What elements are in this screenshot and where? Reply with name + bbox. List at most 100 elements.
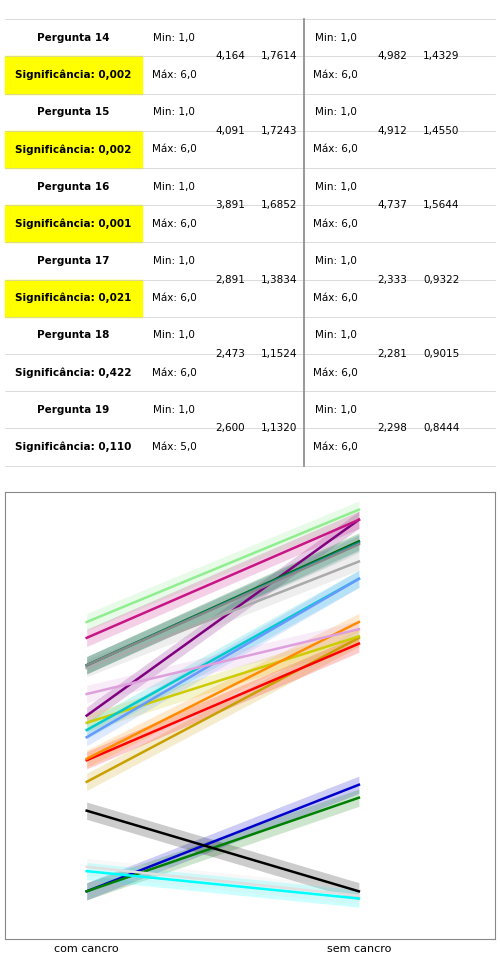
Line: P15: P15 <box>86 520 359 638</box>
Text: 2,298: 2,298 <box>377 423 407 433</box>
Text: 1,1320: 1,1320 <box>261 423 298 433</box>
P18 <box>84 865 89 877</box>
P1 <box>84 885 89 897</box>
Text: 1,4550: 1,4550 <box>423 125 460 136</box>
Text: Pergunta 15: Pergunta 15 <box>38 107 110 117</box>
Line: P17: P17 <box>86 810 359 891</box>
Text: Significância: 0,110: Significância: 0,110 <box>16 442 132 452</box>
Text: 2,281: 2,281 <box>377 349 407 359</box>
P12 <box>356 624 362 635</box>
Text: Min: 1,0: Min: 1,0 <box>153 33 195 43</box>
P8 <box>356 556 362 567</box>
P5 <box>356 630 362 642</box>
Text: 1,6852: 1,6852 <box>261 200 298 210</box>
Text: 1,3834: 1,3834 <box>261 275 298 285</box>
P15 <box>356 514 362 526</box>
Text: Pergunta 18: Pergunta 18 <box>38 331 110 340</box>
P18 <box>356 893 362 904</box>
Text: Min: 1,0: Min: 1,0 <box>315 405 356 415</box>
Text: Máx: 6,0: Máx: 6,0 <box>152 70 196 80</box>
Text: 1,4329: 1,4329 <box>423 52 460 61</box>
P17 <box>356 885 362 897</box>
Text: 0,9322: 0,9322 <box>423 275 460 285</box>
P4 <box>84 710 89 721</box>
Line: P9: P9 <box>86 579 359 738</box>
P4 <box>356 514 362 526</box>
Text: Máx: 6,0: Máx: 6,0 <box>152 368 196 377</box>
Text: 4,164: 4,164 <box>216 52 246 61</box>
Line: P19: P19 <box>86 867 359 896</box>
P1 <box>356 779 362 790</box>
P2 <box>84 885 89 897</box>
Text: Significância: 0,001: Significância: 0,001 <box>16 218 132 229</box>
Bar <box>5 131 142 168</box>
P19 <box>84 861 89 873</box>
P7 <box>356 573 362 584</box>
Text: Min: 1,0: Min: 1,0 <box>153 331 195 340</box>
P5 <box>84 718 89 729</box>
P17 <box>84 805 89 816</box>
Text: 1,1524: 1,1524 <box>261 349 298 359</box>
Text: Min: 1,0: Min: 1,0 <box>153 107 195 117</box>
Bar <box>5 280 142 317</box>
Text: 1,7614: 1,7614 <box>261 52 298 61</box>
Text: Significância: 0,021: Significância: 0,021 <box>16 293 132 304</box>
P9 <box>84 732 89 743</box>
Text: 1,7243: 1,7243 <box>261 125 298 136</box>
Text: Máx: 6,0: Máx: 6,0 <box>314 145 358 154</box>
Bar <box>5 57 142 94</box>
Text: 2,333: 2,333 <box>377 275 407 285</box>
Text: Min: 1,0: Min: 1,0 <box>315 182 356 192</box>
Line: P16: P16 <box>86 544 359 665</box>
P15 <box>84 632 89 644</box>
Text: Máx: 5,0: Máx: 5,0 <box>152 442 196 452</box>
Text: Máx: 6,0: Máx: 6,0 <box>314 368 358 377</box>
Text: 3,891: 3,891 <box>216 200 246 210</box>
Text: Significância: 0,002: Significância: 0,002 <box>16 144 132 154</box>
P13 <box>84 659 89 671</box>
Text: Significância: 0,002: Significância: 0,002 <box>16 70 132 80</box>
Line: P7: P7 <box>86 579 359 730</box>
P12 <box>84 688 89 699</box>
Text: Min: 1,0: Min: 1,0 <box>315 107 356 117</box>
Line: P5: P5 <box>86 636 359 723</box>
P10 <box>84 659 89 671</box>
P19 <box>356 890 362 901</box>
Text: 0,8444: 0,8444 <box>423 423 460 433</box>
Text: Máx: 6,0: Máx: 6,0 <box>314 70 358 80</box>
Line: P3: P3 <box>86 638 359 782</box>
P3 <box>84 776 89 787</box>
Line: P8: P8 <box>86 561 359 668</box>
Text: 0,9015: 0,9015 <box>423 349 459 359</box>
Text: Máx: 6,0: Máx: 6,0 <box>152 293 196 303</box>
Text: Máx: 6,0: Máx: 6,0 <box>152 145 196 154</box>
Line: P4: P4 <box>86 520 359 716</box>
Line: P14: P14 <box>86 510 359 622</box>
Text: Pergunta 16: Pergunta 16 <box>38 182 110 192</box>
P6 <box>356 638 362 650</box>
Line: P11: P11 <box>86 622 359 759</box>
Text: 4,737: 4,737 <box>377 200 407 210</box>
Text: 2,600: 2,600 <box>216 423 245 433</box>
P7 <box>84 724 89 736</box>
Text: Min: 1,0: Min: 1,0 <box>315 331 356 340</box>
P9 <box>356 573 362 584</box>
Line: P13: P13 <box>86 543 359 665</box>
Text: Min: 1,0: Min: 1,0 <box>315 33 356 43</box>
Line: P10: P10 <box>86 541 359 665</box>
Text: Pergunta 14: Pergunta 14 <box>38 33 110 43</box>
Text: 4,912: 4,912 <box>377 125 407 136</box>
Line: P1: P1 <box>86 785 359 891</box>
P10 <box>356 536 362 547</box>
Line: P18: P18 <box>86 871 359 899</box>
Text: Significância: 0,422: Significância: 0,422 <box>16 367 132 377</box>
P11 <box>356 616 362 627</box>
P16 <box>356 538 362 550</box>
Text: 4,091: 4,091 <box>216 125 246 136</box>
P16 <box>84 659 89 671</box>
Text: Pergunta 17: Pergunta 17 <box>38 256 110 266</box>
Bar <box>5 205 142 242</box>
Text: Máx: 6,0: Máx: 6,0 <box>314 442 358 452</box>
Text: 4,982: 4,982 <box>377 52 407 61</box>
Text: 2,473: 2,473 <box>216 349 246 359</box>
